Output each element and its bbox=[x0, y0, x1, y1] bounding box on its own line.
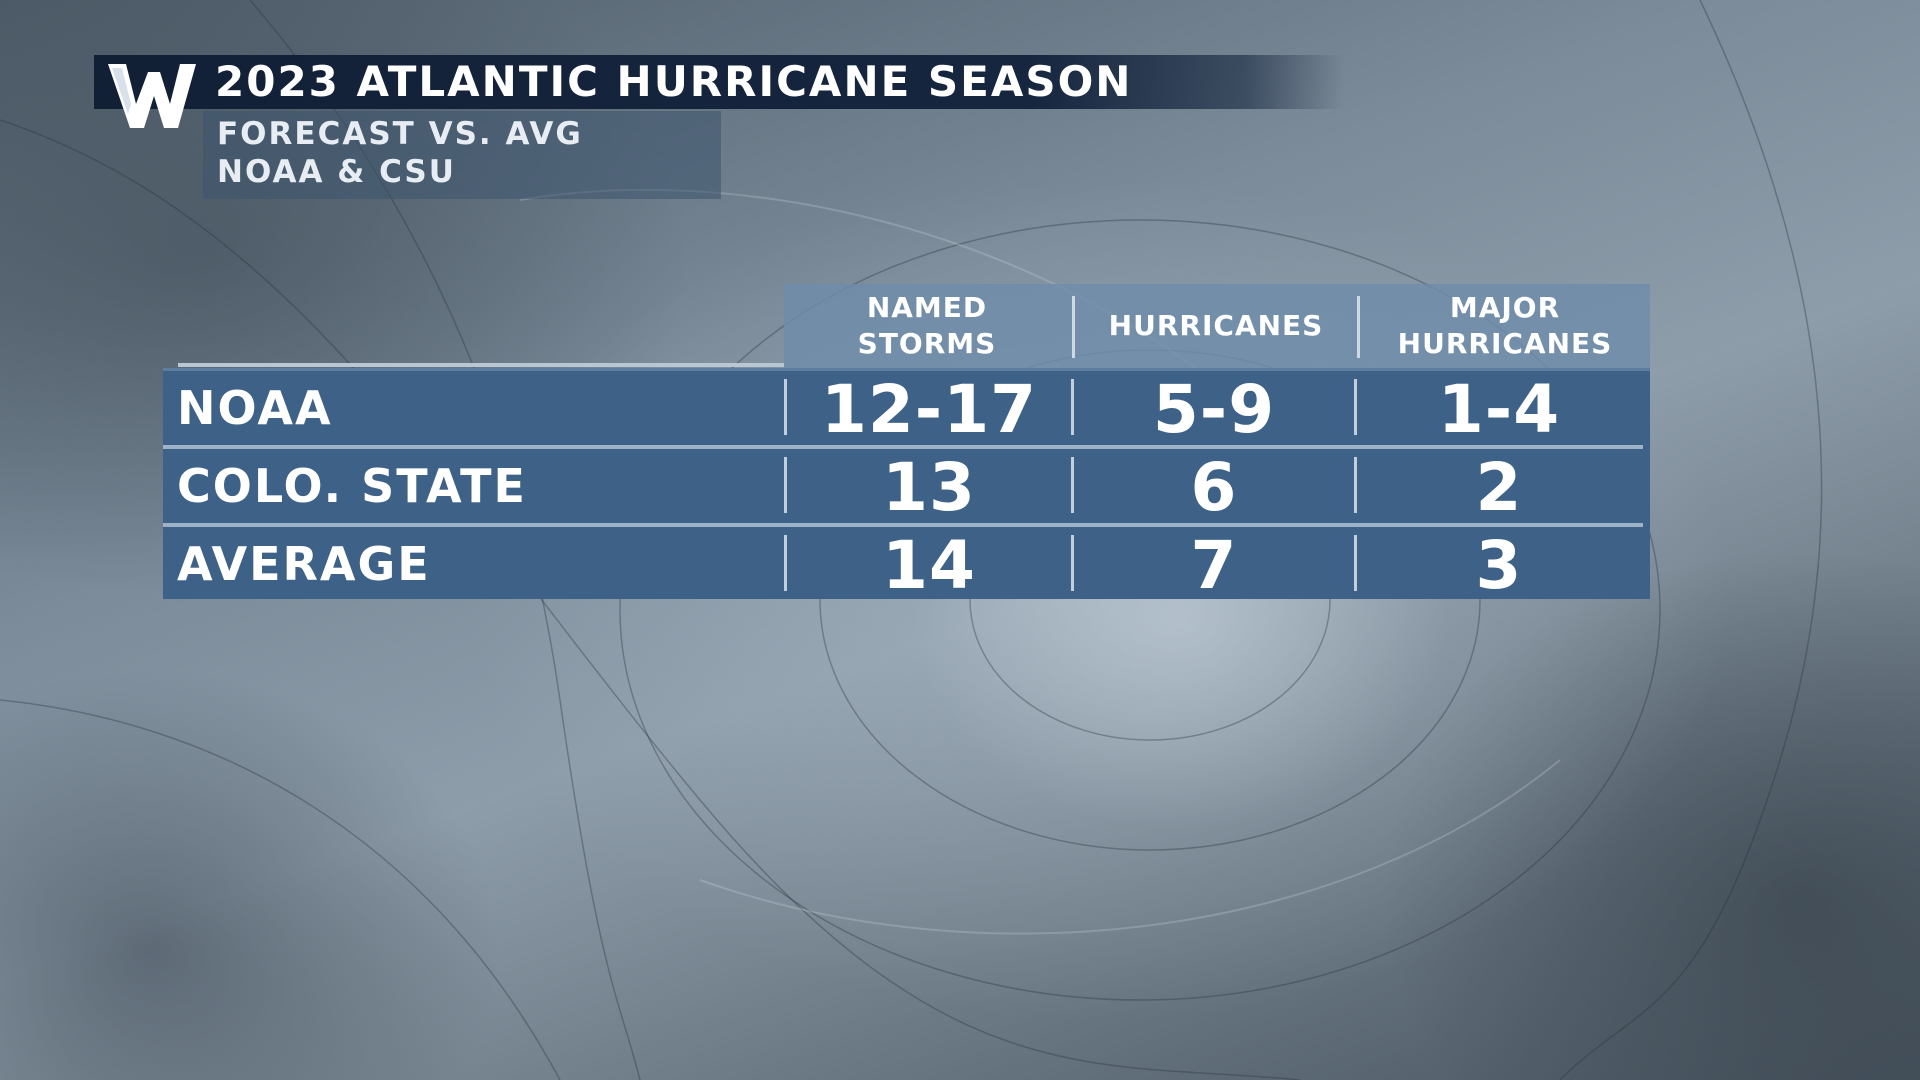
cell-divider bbox=[1354, 457, 1357, 513]
column-header-named-storms: NAMED STORMS bbox=[784, 284, 1070, 368]
cell-hurricanes: 7 bbox=[1190, 527, 1238, 604]
cell-divider bbox=[1071, 535, 1074, 591]
column-header-line: HURRICANES bbox=[1108, 309, 1324, 342]
row-separator bbox=[163, 445, 1643, 449]
cell-named-storms: 12-17 bbox=[820, 371, 1038, 448]
cell-named-storms: 13 bbox=[882, 449, 976, 526]
cell-major-hurricanes: 1-4 bbox=[1437, 371, 1561, 448]
table-row-average: AVERAGE 14 7 3 bbox=[163, 527, 1650, 604]
column-divider bbox=[1072, 296, 1075, 358]
column-header-hurricanes: HURRICANES bbox=[1075, 284, 1357, 368]
row-label: NOAA bbox=[177, 381, 333, 435]
cell-divider bbox=[1071, 379, 1074, 435]
subtitle-line-2: NOAA & CSU bbox=[217, 154, 456, 190]
cell-divider bbox=[784, 379, 787, 435]
cell-divider bbox=[784, 457, 787, 513]
cell-major-hurricanes: 2 bbox=[1475, 449, 1523, 526]
cell-hurricanes: 6 bbox=[1190, 449, 1238, 526]
header-underline bbox=[178, 363, 784, 367]
weather-network-logo bbox=[104, 58, 200, 132]
cell-major-hurricanes: 3 bbox=[1475, 527, 1523, 604]
column-header-line: HURRICANES bbox=[1397, 327, 1613, 360]
cell-divider bbox=[1354, 535, 1357, 591]
table-row-noaa: NOAA 12-17 5-9 1-4 bbox=[163, 371, 1650, 448]
w-logo-icon bbox=[108, 64, 196, 128]
title-bar bbox=[94, 55, 1344, 109]
column-header-line: STORMS bbox=[857, 327, 997, 360]
column-header-major-hurricanes: MAJOR HURRICANES bbox=[1360, 284, 1650, 368]
forecast-table: NOAA 12-17 5-9 1-4 COLO. STATE 13 6 2 AV… bbox=[163, 368, 1650, 604]
table-header: NAMED STORMS HURRICANES MAJOR HURRICANES bbox=[784, 284, 1650, 368]
cell-hurricanes: 5-9 bbox=[1152, 371, 1276, 448]
page-title: 2023 ATLANTIC HURRICANE SEASON bbox=[215, 57, 1133, 106]
cell-divider bbox=[1071, 457, 1074, 513]
subtitle-box: FORECAST VS. AVG NOAA & CSU bbox=[203, 111, 721, 199]
column-divider bbox=[1357, 296, 1360, 358]
cell-divider bbox=[784, 535, 787, 591]
subtitle-line-1: FORECAST VS. AVG bbox=[217, 116, 583, 152]
row-label: AVERAGE bbox=[177, 537, 431, 591]
cell-named-storms: 14 bbox=[882, 527, 976, 604]
column-header-line: NAMED bbox=[866, 291, 988, 324]
cell-divider bbox=[1354, 379, 1357, 435]
column-header-line: MAJOR bbox=[1449, 291, 1561, 324]
row-label: COLO. STATE bbox=[177, 459, 527, 513]
table-row-colo-state: COLO. STATE 13 6 2 bbox=[163, 449, 1650, 526]
row-separator bbox=[163, 523, 1643, 527]
